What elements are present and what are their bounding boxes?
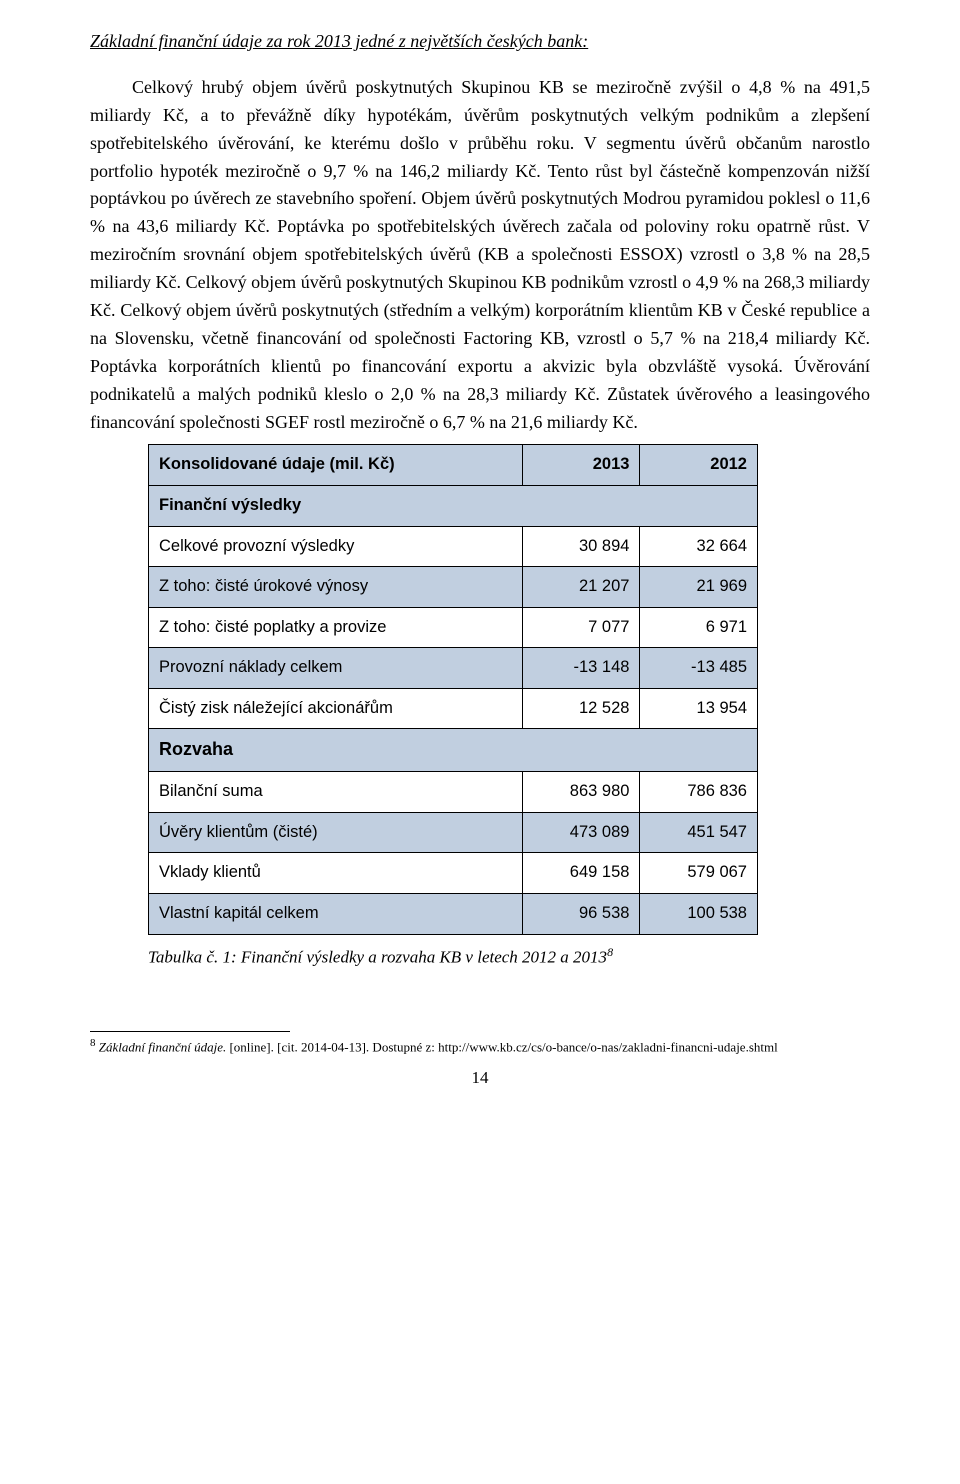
table-row: Vlastní kapitál celkem 96 538 100 538 [149, 893, 758, 934]
financial-table: Konsolidované údaje (mil. Kč) 2013 2012 … [148, 444, 758, 934]
body-text: Celkový hrubý objem úvěrů poskytnutých S… [90, 77, 870, 432]
table-row: Z toho: čisté úrokové výnosy 21 207 21 9… [149, 567, 758, 608]
table-cell-2013: 30 894 [522, 526, 640, 567]
table-row: Úvěry klientům (čisté) 473 089 451 547 [149, 812, 758, 853]
table-cell-label: Provozní náklady celkem [149, 648, 523, 689]
table-caption: Tabulka č. 1: Finanční výsledky a rozvah… [148, 943, 870, 971]
table-cell-2012: 579 067 [640, 853, 758, 894]
table-row: Bilanční suma 863 980 786 836 [149, 772, 758, 813]
table-cell-2013: -13 148 [522, 648, 640, 689]
table-cell-label: Z toho: čisté úrokové výnosy [149, 567, 523, 608]
table-cell-2013: 649 158 [522, 853, 640, 894]
table-cell-label: Vlastní kapitál celkem [149, 893, 523, 934]
table-cell-label: Čistý zisk náležející akcionářům [149, 688, 523, 729]
body-paragraph: Celkový hrubý objem úvěrů poskytnutých S… [90, 74, 870, 437]
footnote-ref-number: 8 [90, 1037, 96, 1049]
caption-text: Tabulka č. 1: Finanční výsledky a rozvah… [148, 947, 607, 966]
table-cell-2012: 451 547 [640, 812, 758, 853]
table-section-label: Finanční výsledky [149, 486, 758, 527]
table-cell-2012: 21 969 [640, 567, 758, 608]
table-header-2013: 2013 [522, 445, 640, 486]
document-page: Základní finanční údaje za rok 2013 jedn… [0, 0, 960, 1484]
table-section-balance: Rozvaha [149, 729, 758, 772]
table-cell-label: Úvěry klientům (čisté) [149, 812, 523, 853]
table-row: Čistý zisk náležející akcionářům 12 528 … [149, 688, 758, 729]
footnote: 8 Základní finanční údaje. [online]. [ci… [90, 1036, 870, 1056]
table-cell-label: Z toho: čisté poplatky a provize [149, 607, 523, 648]
table-cell-label: Bilanční suma [149, 772, 523, 813]
table-header-row: Konsolidované údaje (mil. Kč) 2013 2012 [149, 445, 758, 486]
table-cell-2012: 13 954 [640, 688, 758, 729]
page-number: 14 [90, 1065, 870, 1091]
table-row: Celkové provozní výsledky 30 894 32 664 [149, 526, 758, 567]
table-header-label: Konsolidované údaje (mil. Kč) [149, 445, 523, 486]
table-header-2012: 2012 [640, 445, 758, 486]
table-cell-label: Vklady klientů [149, 853, 523, 894]
section-heading: Základní finanční údaje za rok 2013 jedn… [90, 28, 870, 56]
table-cell-2012: 100 538 [640, 893, 758, 934]
caption-footnote-ref: 8 [607, 945, 613, 959]
footnote-italic: Základní finanční údaje. [99, 1039, 226, 1054]
footnote-rest: [online]. [cit. 2014-04-13]. Dostupné z:… [226, 1039, 778, 1054]
table-section-label: Rozvaha [149, 729, 758, 772]
table-cell-2012: 786 836 [640, 772, 758, 813]
table-cell-2013: 473 089 [522, 812, 640, 853]
table-cell-2013: 21 207 [522, 567, 640, 608]
table-cell-2012: 6 971 [640, 607, 758, 648]
table-cell-label: Celkové provozní výsledky [149, 526, 523, 567]
footnote-separator [90, 1031, 290, 1032]
table-row: Vklady klientů 649 158 579 067 [149, 853, 758, 894]
table-cell-2013: 12 528 [522, 688, 640, 729]
table-cell-2012: 32 664 [640, 526, 758, 567]
table-cell-2012: -13 485 [640, 648, 758, 689]
table-cell-2013: 863 980 [522, 772, 640, 813]
table-row: Z toho: čisté poplatky a provize 7 077 6… [149, 607, 758, 648]
table-cell-2013: 7 077 [522, 607, 640, 648]
table-section-fin-results: Finanční výsledky [149, 486, 758, 527]
table-cell-2013: 96 538 [522, 893, 640, 934]
table-row: Provozní náklady celkem -13 148 -13 485 [149, 648, 758, 689]
